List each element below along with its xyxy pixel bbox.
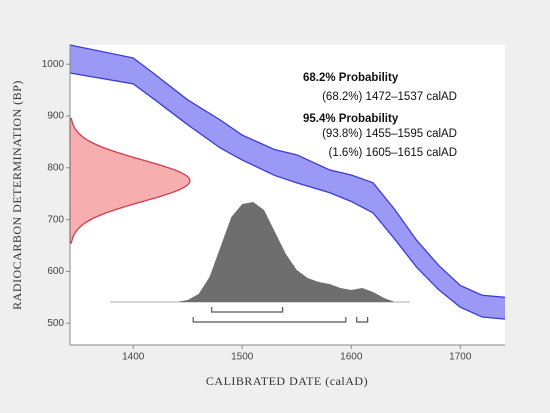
range-bracket [192,317,347,323]
x-tick-label: 1700 [449,352,472,363]
calibrated-distribution [176,202,395,302]
calibration-lower [69,72,506,320]
range-label: (93.8%) 1455–1595 calAD [322,128,457,140]
y-tick-label: 1000 [42,59,65,70]
range-title: 95.4% Probability [303,113,399,125]
plot [69,44,506,323]
y-tick-label: 900 [47,111,64,122]
y-tick-label: 500 [47,318,64,329]
measurement-distribution [69,117,191,244]
y-tick-label: 700 [47,214,64,225]
calibration-band [70,45,505,320]
y-tick-label: 600 [47,266,64,277]
x-tick-label: 1600 [340,352,363,363]
calibration-upper [69,44,506,298]
y-axis-label: RADIOCARBON DETERMINATION (BP) [10,80,24,310]
x-axis-label: CALIBRATED DATE (calAD) [206,374,368,388]
range-bracket [211,307,284,313]
y-tick-label: 800 [47,162,64,173]
range-bracket [356,317,369,323]
range-label: (68.2%) 1472–1537 calAD [322,91,457,103]
x-tick-label: 1500 [231,352,254,363]
x-tick-label: 1400 [122,352,145,363]
range-title: 68.2% Probability [303,72,399,84]
range-label: (1.6%) 1605–1615 calAD [329,147,458,159]
